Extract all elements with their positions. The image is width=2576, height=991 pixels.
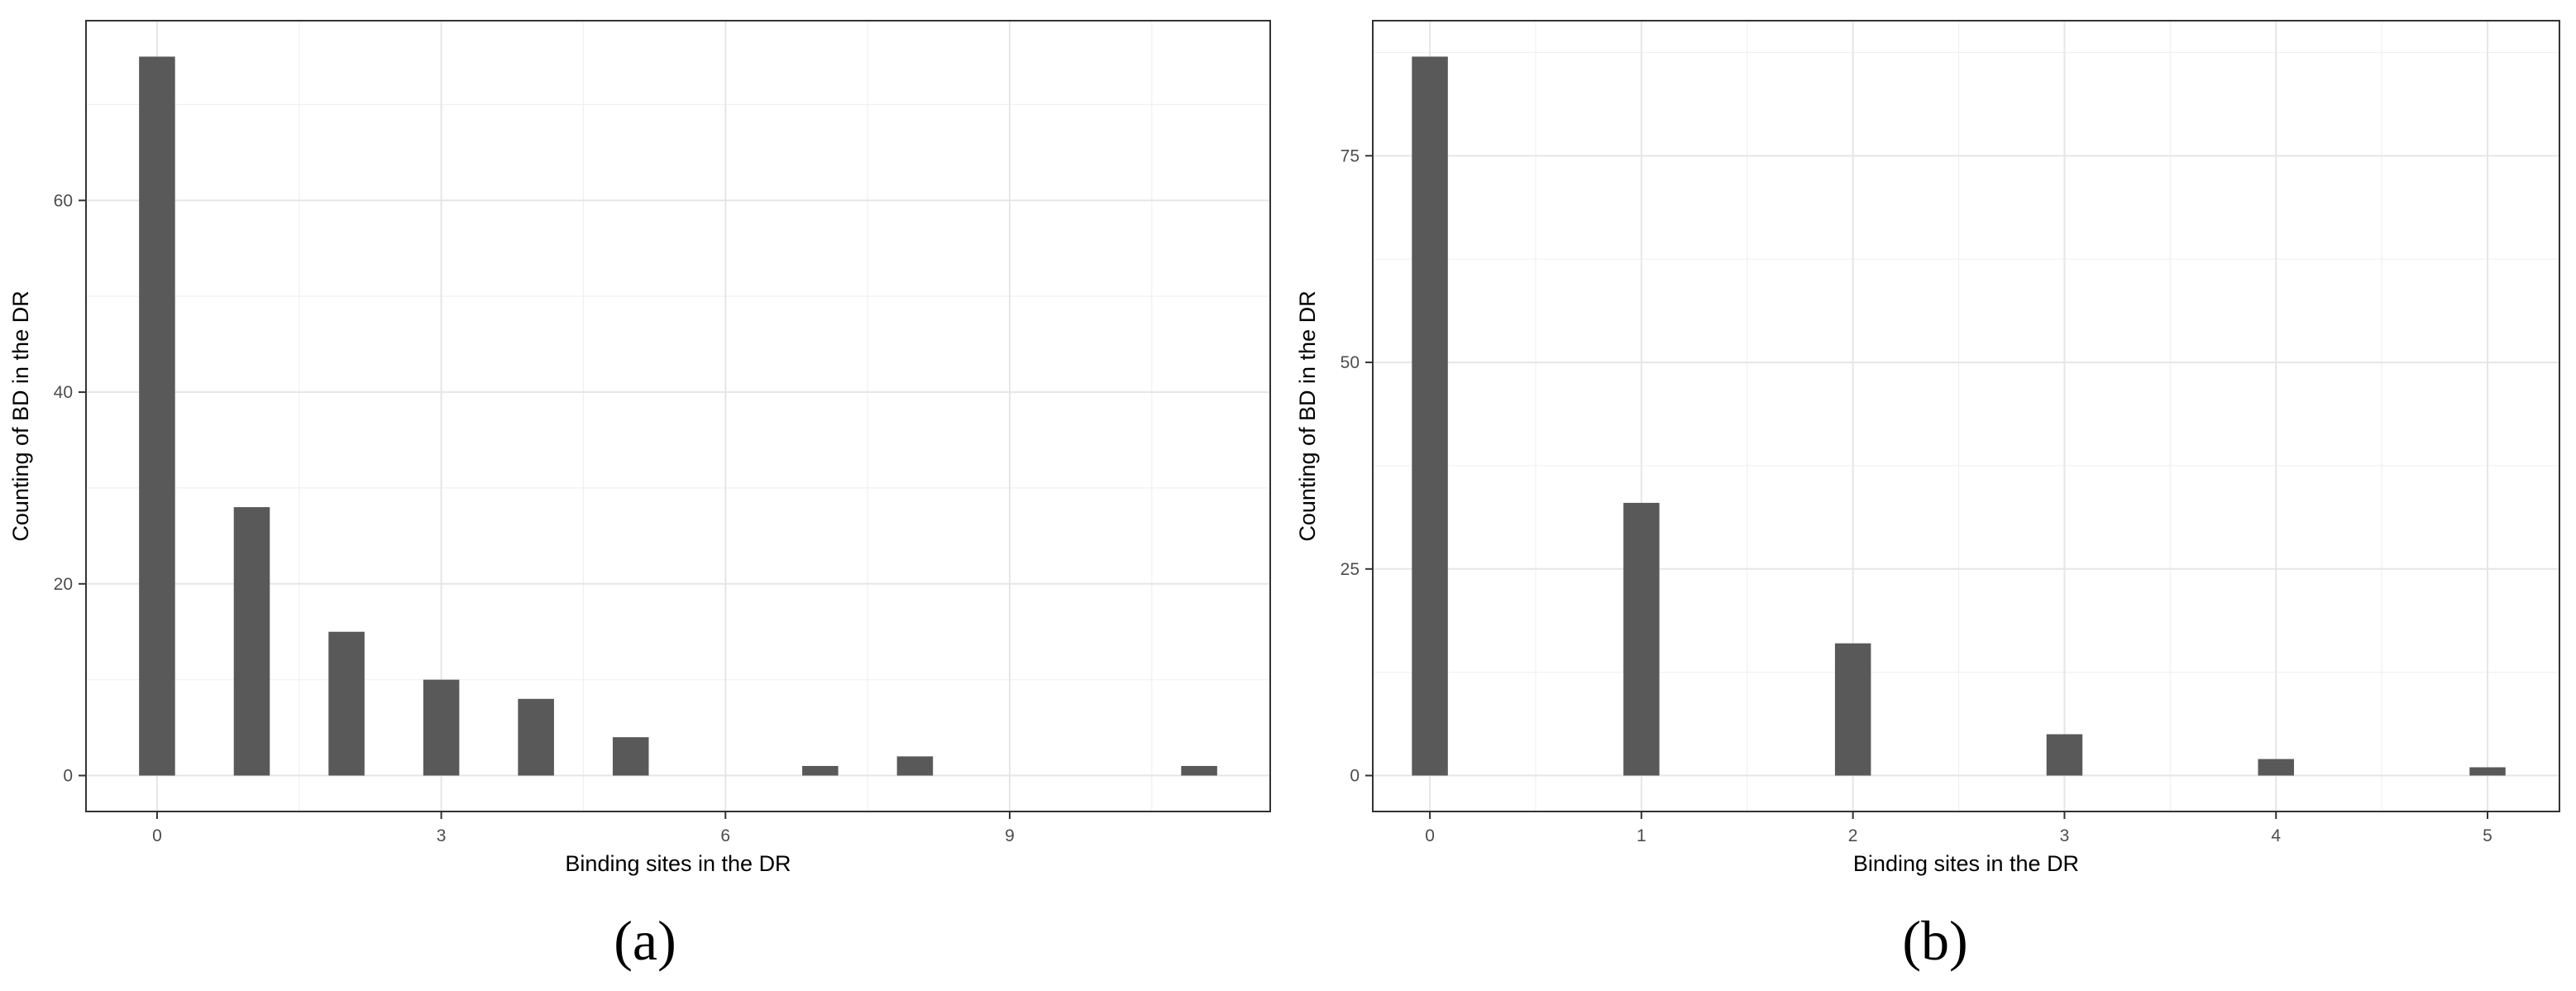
x-tick-label: 4 xyxy=(2271,826,2281,845)
x-axis-title: Binding sites in the DR xyxy=(1853,851,2079,876)
y-tick-label: 20 xyxy=(54,575,73,594)
bar xyxy=(2046,734,2083,776)
panel-label: (b) xyxy=(1902,909,1967,972)
bar xyxy=(233,507,270,776)
x-tick-label: 6 xyxy=(720,826,730,845)
x-tick-label: 2 xyxy=(1848,826,1858,845)
bar xyxy=(139,56,175,776)
bar xyxy=(1181,765,1217,776)
y-tick-label: 0 xyxy=(63,767,73,786)
bar xyxy=(518,698,554,776)
x-tick-label: 0 xyxy=(1425,826,1435,845)
y-tick-label: 0 xyxy=(1350,767,1360,786)
bar xyxy=(802,765,839,776)
bar xyxy=(612,737,649,776)
y-axis: 0 25 50 75 xyxy=(1341,146,1373,786)
x-axis: 0 1 2 3 4 5 xyxy=(1425,811,2492,845)
bar xyxy=(1834,643,1871,776)
x-tick-label: 1 xyxy=(1637,826,1646,845)
y-tick-label: 25 xyxy=(1341,560,1360,579)
bar xyxy=(1623,502,1660,776)
y-tick-label: 50 xyxy=(1341,353,1360,372)
plot-border xyxy=(85,20,1271,812)
x-axis-title: Binding sites in the DR xyxy=(565,851,791,876)
x-tick-label: 5 xyxy=(2483,826,2492,845)
x-tick-label: 0 xyxy=(152,826,162,845)
y-tick-label: 60 xyxy=(54,191,73,210)
bar xyxy=(423,679,460,776)
bar xyxy=(1412,56,1448,776)
x-axis: 0 3 6 9 xyxy=(152,811,1015,845)
plot-border xyxy=(1372,20,2560,812)
y-tick-label: 75 xyxy=(1341,146,1360,165)
y-axis-title: Counting of BD in the DR xyxy=(8,290,33,541)
chart-panel-a: 0 3 6 9 0 20 40 60 Binding sites in the DR Counti… xyxy=(8,20,1271,972)
panel-label: (a) xyxy=(614,909,676,972)
x-tick-label: 9 xyxy=(1005,826,1015,845)
bar xyxy=(328,631,365,776)
x-tick-label: 3 xyxy=(2060,826,2070,845)
bars xyxy=(139,56,1217,776)
y-axis: 0 20 40 60 xyxy=(54,191,86,786)
bar xyxy=(896,756,934,776)
gridlines xyxy=(86,21,1270,811)
x-tick-label: 3 xyxy=(437,826,447,845)
bars xyxy=(1412,56,2506,776)
bar xyxy=(2258,759,2294,776)
bar xyxy=(2469,767,2506,776)
y-tick-label: 40 xyxy=(54,383,73,402)
y-axis-title: Counting of BD in the DR xyxy=(1295,290,1320,541)
